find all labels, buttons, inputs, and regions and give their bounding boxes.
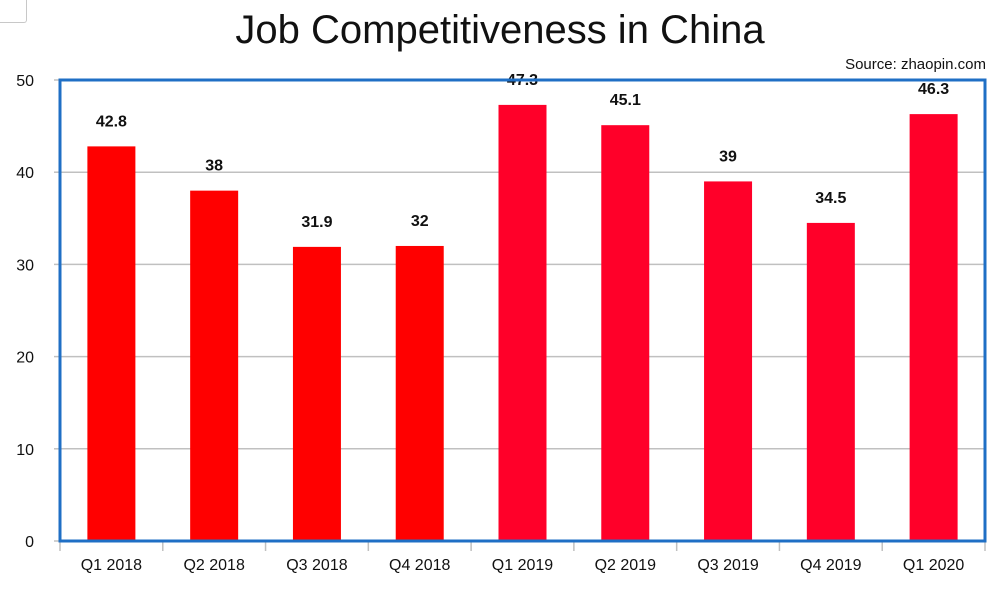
bar xyxy=(190,190,239,541)
x-tick-label: Q2 2018 xyxy=(183,557,244,574)
bar xyxy=(395,245,444,541)
x-tick-label: Q3 2019 xyxy=(697,557,758,574)
plot-frame xyxy=(58,78,987,543)
bar xyxy=(909,114,958,541)
y-tick-label: 40 xyxy=(16,165,34,182)
y-tick-label: 50 xyxy=(16,73,34,90)
y-tick-label: 10 xyxy=(16,442,34,459)
bar xyxy=(704,181,753,542)
data-label: 46.3 xyxy=(918,81,949,98)
data-label: 32 xyxy=(411,213,429,230)
bar xyxy=(806,222,855,541)
data-label: 45.1 xyxy=(610,92,641,109)
chart-source: Source: zhaopin.com xyxy=(845,56,986,73)
panel-corner xyxy=(0,0,27,23)
x-tick-label: Q4 2018 xyxy=(389,557,450,574)
x-tick-label: Q4 2019 xyxy=(800,557,861,574)
x-tick-label: Q2 2019 xyxy=(595,557,656,574)
bars xyxy=(87,104,958,542)
x-axis: Q1 2018 Q2 2018 Q3 2018 Q4 2018 Q1 2019 Q2 20… xyxy=(59,541,986,574)
bar xyxy=(87,146,136,541)
data-label: 38 xyxy=(205,158,223,175)
data-label: 39 xyxy=(719,148,737,165)
x-tick-label: Q1 2018 xyxy=(81,557,142,574)
chart-title: Job Competitiveness in China xyxy=(235,8,765,52)
data-label: 42.8 xyxy=(96,113,127,130)
x-tick-label: Q1 2020 xyxy=(903,557,964,574)
bar xyxy=(292,246,341,541)
x-tick-label: Q1 2019 xyxy=(492,557,553,574)
x-tick-label: Q3 2018 xyxy=(286,557,347,574)
y-axis: 0 10 20 30 40 50 xyxy=(16,73,60,551)
data-label: 34.5 xyxy=(815,190,846,207)
y-tick-label: 30 xyxy=(16,257,34,274)
bar xyxy=(498,104,547,542)
bar xyxy=(601,125,650,541)
y-tick-label: 20 xyxy=(16,350,34,367)
data-label: 31.9 xyxy=(301,214,332,231)
y-tick-label: 0 xyxy=(25,534,34,551)
